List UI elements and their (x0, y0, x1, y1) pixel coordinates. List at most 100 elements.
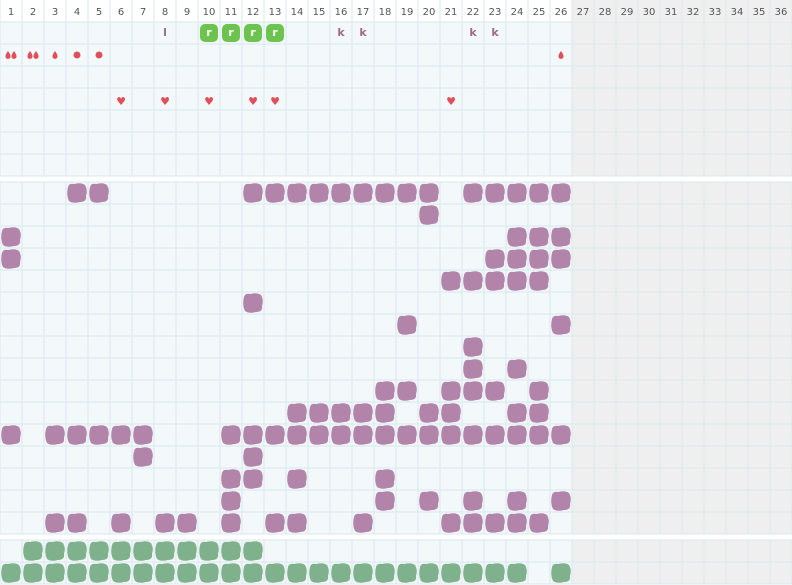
tag-blob (200, 24, 218, 42)
blob (463, 563, 483, 583)
heart-icon: ♥ (116, 95, 126, 108)
blob (375, 425, 395, 445)
blob (133, 425, 153, 445)
column-number: 13 (269, 7, 282, 18)
blob (441, 563, 461, 583)
blob (353, 513, 373, 533)
column-number: 3 (52, 7, 58, 18)
blob (265, 513, 285, 533)
blob (89, 183, 109, 203)
blob (441, 513, 461, 533)
blob (265, 183, 285, 203)
blob (507, 227, 527, 247)
column-number: 10 (203, 7, 216, 18)
blob (441, 403, 461, 423)
column-number: 19 (401, 7, 414, 18)
blob (529, 425, 549, 445)
column-number: 30 (643, 7, 656, 18)
column-number: 17 (357, 7, 370, 18)
blob (67, 513, 87, 533)
blob (397, 315, 417, 335)
blob (485, 271, 505, 291)
column-number: 6 (118, 7, 124, 18)
blob (375, 563, 395, 583)
column-number: 12 (247, 7, 260, 18)
blob (67, 563, 87, 583)
blob (177, 513, 197, 533)
blob (243, 469, 263, 489)
blob (133, 541, 153, 561)
tag-letter: r (272, 26, 278, 39)
blob (309, 563, 329, 583)
blob (111, 425, 131, 445)
blob (485, 513, 505, 533)
blob (287, 403, 307, 423)
column-number: 36 (775, 7, 788, 18)
blob (287, 469, 307, 489)
blob (45, 541, 65, 561)
blob (177, 563, 197, 583)
column-number: 25 (533, 7, 546, 18)
tag-letter: r (228, 26, 234, 39)
blob (419, 425, 439, 445)
column-number: 9 (184, 7, 190, 18)
blob (507, 271, 527, 291)
blob (485, 249, 505, 269)
blob (353, 183, 373, 203)
blob (375, 491, 395, 511)
blob (111, 513, 131, 533)
blob (199, 541, 219, 561)
blob (551, 249, 571, 269)
tag-blob (244, 24, 262, 42)
blob (463, 425, 483, 445)
column-number: 27 (577, 7, 590, 18)
blob (287, 425, 307, 445)
blob (441, 271, 461, 291)
blob (529, 249, 549, 269)
drop-icon (5, 51, 11, 59)
blob (551, 183, 571, 203)
blob (507, 183, 527, 203)
letter-mark: k (469, 26, 477, 39)
blob (419, 563, 439, 583)
drop-icon (558, 51, 564, 59)
blob (23, 563, 43, 583)
blob (243, 293, 263, 313)
heart-icon: ♥ (446, 95, 456, 108)
blob (287, 563, 307, 583)
blob (353, 563, 373, 583)
dot-icon (73, 51, 81, 59)
blob (331, 563, 351, 583)
blob (309, 403, 329, 423)
blob (375, 183, 395, 203)
blob (507, 513, 527, 533)
letter-mark: k (337, 26, 345, 39)
blob (463, 271, 483, 291)
column-number: 5 (96, 7, 102, 18)
blob (551, 563, 571, 583)
blob (67, 425, 87, 445)
blob (529, 183, 549, 203)
drop-icon (33, 51, 39, 59)
drop-icon (27, 51, 33, 59)
blob (397, 563, 417, 583)
blob (507, 491, 527, 511)
blob (419, 491, 439, 511)
blob (485, 563, 505, 583)
column-number: 16 (335, 7, 348, 18)
blob (89, 541, 109, 561)
column-number: 11 (225, 7, 238, 18)
column-number: 2 (30, 7, 36, 18)
blob (507, 359, 527, 379)
blob (331, 403, 351, 423)
blob (529, 403, 549, 423)
blob (397, 183, 417, 203)
blob (199, 563, 219, 583)
column-number: 33 (709, 7, 722, 18)
blob (441, 425, 461, 445)
blob (551, 315, 571, 335)
column-number: 26 (555, 7, 568, 18)
tag-letter: r (250, 26, 256, 39)
blob (507, 403, 527, 423)
